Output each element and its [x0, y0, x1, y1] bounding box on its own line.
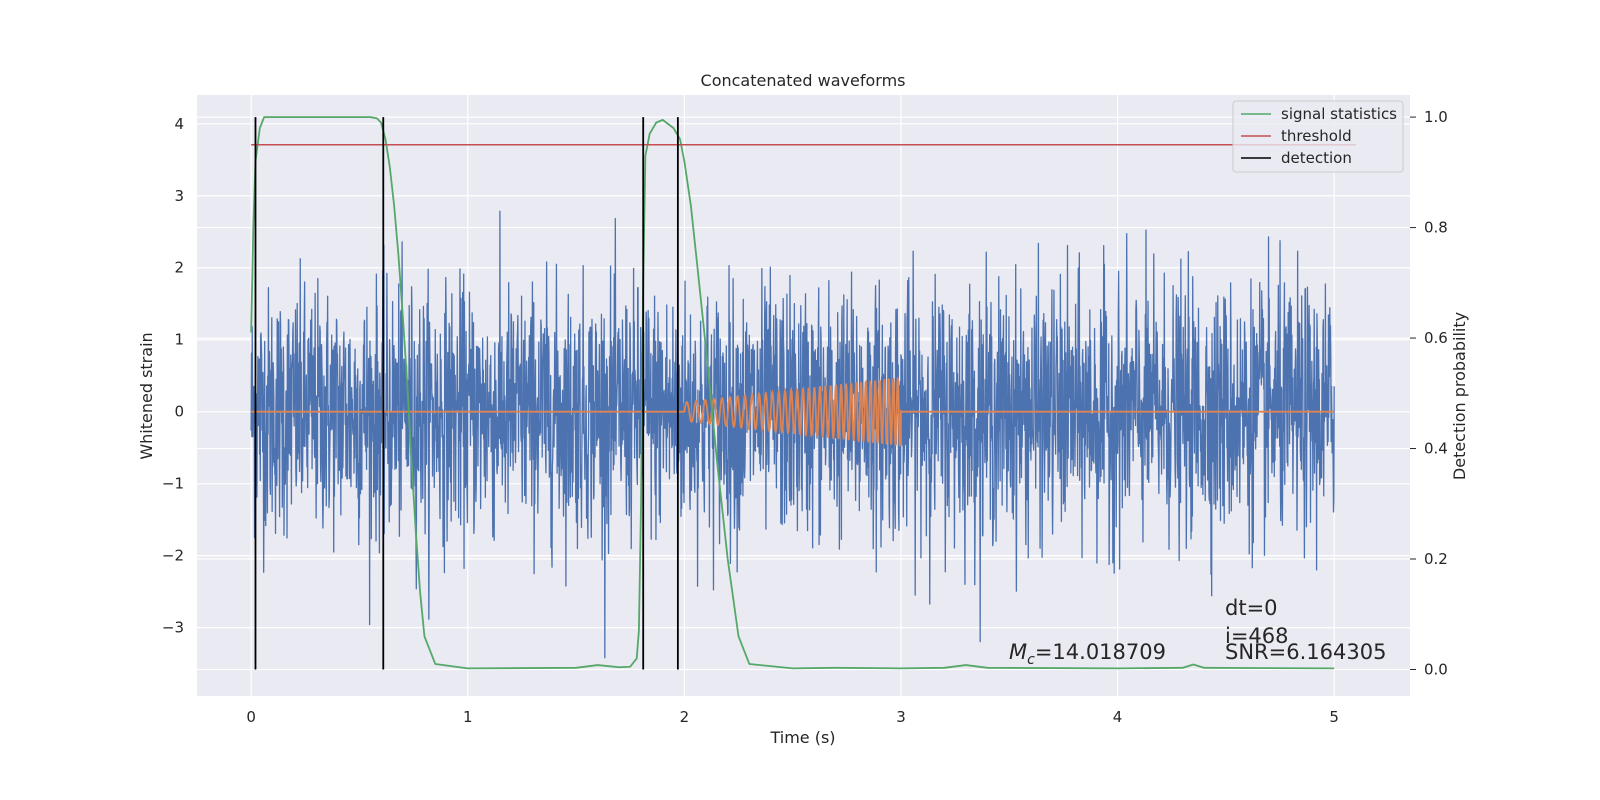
signal-statistics-line: [250, 116, 1335, 670]
x-tick-label: 5: [1329, 708, 1339, 726]
detection-series: [254, 117, 679, 670]
annotation-chirp-mass-value: =14.018709: [1035, 640, 1166, 664]
y-tick-label: 3: [174, 187, 184, 205]
y2-tick-label: 0.0: [1424, 660, 1448, 678]
legend-label-threshold: threshold: [1281, 127, 1352, 145]
y2-axis-ticks: 1.0 0.8 0.6 0.4 0.2 0.0: [1410, 108, 1448, 678]
injection-line: [251, 377, 1335, 447]
y-tick-label: 1: [174, 331, 184, 349]
x-axis-label: Time (s): [769, 728, 835, 747]
x-tick-label: 1: [463, 708, 473, 726]
x-axis-ticks: 0 1 2 3 4 5: [246, 708, 1339, 726]
y2-axis-label: Detection probability: [1450, 312, 1469, 480]
legend: signal statistics threshold detection: [1232, 100, 1404, 173]
y-tick-label: 2: [174, 259, 184, 277]
y2-tick-label: 0.2: [1424, 550, 1448, 568]
y-axis-label: Whitened strain: [137, 332, 156, 459]
strain-line: [250, 210, 1335, 659]
x-tick-label: 4: [1113, 708, 1123, 726]
y-tick-label: 4: [174, 115, 184, 133]
x-tick-label: 2: [680, 708, 690, 726]
y-tick-label: −2: [162, 547, 184, 565]
y-tick-label: 0: [174, 403, 184, 421]
injection-series: [251, 377, 1335, 447]
y-axis-ticks: 4 3 2 1 0 −1 −2 −3: [162, 115, 184, 637]
legend-label-detection: detection: [1281, 149, 1352, 167]
legend-label-signal-statistics: signal statistics: [1281, 105, 1397, 123]
y-tick-label: −1: [162, 475, 184, 493]
y2-tick-label: 0.8: [1424, 219, 1448, 237]
strain-series: [250, 210, 1335, 659]
annotation-chirp-mass: Mc=14.018709: [1009, 640, 1166, 668]
y2-tick-label: 0.6: [1424, 329, 1448, 347]
annotation-index: i=468: [1225, 624, 1289, 648]
x-tick-label: 3: [896, 708, 906, 726]
legend-box: [1232, 100, 1404, 173]
annotation-snr: SNR=6.164305: [1225, 640, 1386, 664]
y-tick-label: −3: [162, 619, 184, 637]
y2-tick-label: 1.0: [1424, 108, 1448, 126]
annotation-dt: dt=0: [1225, 596, 1278, 620]
y2-tick-label: 0.4: [1424, 440, 1448, 458]
signal-statistics-series: [250, 116, 1335, 670]
chart-title: Concatenated waveforms: [701, 71, 906, 90]
x-tick-label: 0: [246, 708, 256, 726]
